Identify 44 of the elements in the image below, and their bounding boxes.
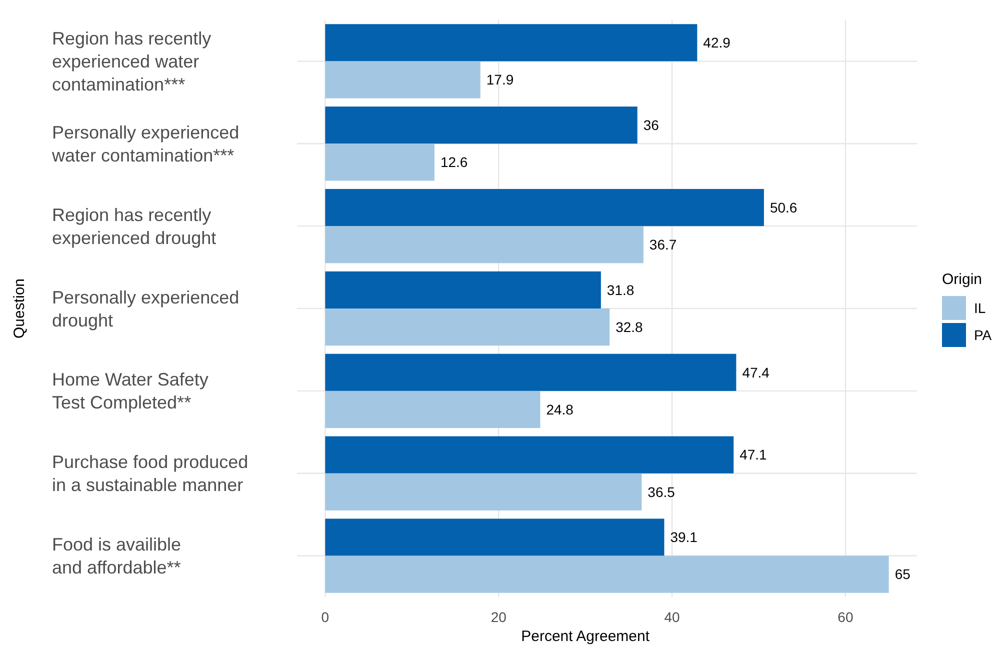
bar [325, 556, 889, 593]
x-tick-label: 20 [490, 609, 507, 625]
data-label: 42.9 [703, 34, 731, 51]
data-label: 12.6 [440, 154, 468, 170]
bar [325, 226, 644, 264]
data-label: 36.7 [649, 236, 677, 253]
data-label: 36.5 [648, 484, 676, 500]
data-label: 65 [894, 566, 911, 582]
y-tick-label: Region has recently experienced water contamination*** [52, 28, 212, 95]
bar [325, 24, 698, 62]
y-tick-label: Region has recently experienced drought [52, 204, 216, 248]
y-tick-label: Personally experienced water contamination*** [51, 122, 240, 166]
bar [325, 271, 601, 308]
bar [325, 61, 480, 98]
y-tick-label: Home Water Safety Test Completed** [52, 370, 208, 413]
bar [325, 308, 610, 346]
bar [325, 436, 734, 474]
data-label: 50.6 [770, 199, 798, 216]
bar [325, 106, 638, 144]
data-label: 47.1 [740, 446, 768, 463]
bar [325, 518, 664, 556]
x-tick-label: 0 [321, 609, 330, 625]
bar [325, 473, 642, 510]
y-tick-label: Purchase food produced in a sustainable manner [52, 452, 248, 496]
data-label: 31.8 [606, 282, 634, 298]
legend-label: IL [974, 300, 986, 316]
legend-title: Origin [942, 271, 982, 288]
data-label: 36 [643, 116, 660, 133]
bar [325, 188, 764, 226]
data-label: 39.1 [670, 529, 698, 546]
x-tick-label: 40 [664, 609, 680, 625]
y-tick-label: Personally experienced drought [52, 287, 240, 330]
data-label: 47.4 [742, 364, 770, 380]
data-label: 32.8 [616, 318, 644, 335]
data-label: 24.8 [546, 401, 574, 418]
legend-label: PA [974, 326, 992, 343]
x-tick-label: 60 [838, 609, 854, 625]
y-axis-title: Question [11, 278, 28, 339]
x-axis-title: Percent Agreement [521, 628, 650, 645]
bar [325, 390, 540, 428]
data-label: 17.9 [486, 72, 514, 88]
bar [325, 354, 736, 391]
y-tick-label: Food is availible and affordable** [52, 534, 182, 578]
bar [325, 144, 434, 181]
